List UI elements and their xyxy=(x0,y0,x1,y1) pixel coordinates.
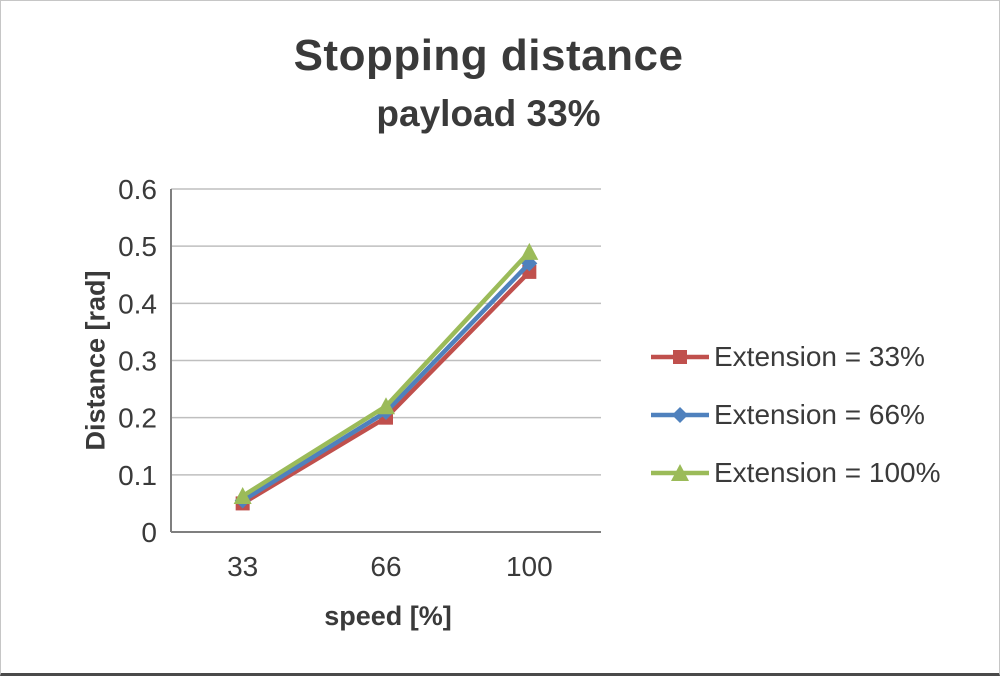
legend-label: Extension = 33% xyxy=(714,341,925,372)
y-tick-label: 0.1 xyxy=(118,460,157,491)
legend-item: Extension = 66% xyxy=(649,399,941,431)
series-line xyxy=(240,249,532,499)
chart-subtitle: payload 33% xyxy=(376,93,601,134)
legend-item: Extension = 100% xyxy=(649,457,941,489)
diamond-marker-icon xyxy=(672,407,688,423)
triangle-marker-icon xyxy=(233,486,252,504)
y-tick-label: 0.4 xyxy=(118,288,157,319)
legend-item: Extension = 33% xyxy=(649,341,941,373)
series-triangle xyxy=(233,242,539,504)
x-tick-label: 100 xyxy=(506,551,553,582)
x-axis-title: speed [%] xyxy=(324,601,452,631)
y-tick-label: 0.6 xyxy=(118,174,157,205)
legend-key-diamond-icon xyxy=(651,407,709,423)
y-tick-label: 0.3 xyxy=(118,346,157,377)
legend-key-square-icon xyxy=(651,350,709,364)
x-tick-label: 66 xyxy=(370,551,401,582)
y-axis-title: Distance [rad] xyxy=(80,270,111,451)
y-tick-label: 0 xyxy=(141,517,157,548)
x-tick-label: 33 xyxy=(227,551,258,582)
y-tick-label: 0.5 xyxy=(118,231,157,262)
legend: Extension = 33% Extension = 66% Extension … xyxy=(649,341,941,489)
legend-key-triangle-icon xyxy=(651,464,709,481)
legend-label: Extension = 66% xyxy=(714,399,925,430)
triangle-marker-icon xyxy=(520,242,539,260)
y-tick-label: 0.2 xyxy=(118,403,157,434)
square-marker-icon xyxy=(673,350,687,364)
legend-label: Extension = 100% xyxy=(714,457,941,488)
chart-title: Stopping distance xyxy=(293,31,684,80)
triangle-marker-icon xyxy=(377,397,395,415)
triangle-marker-icon xyxy=(671,464,689,481)
